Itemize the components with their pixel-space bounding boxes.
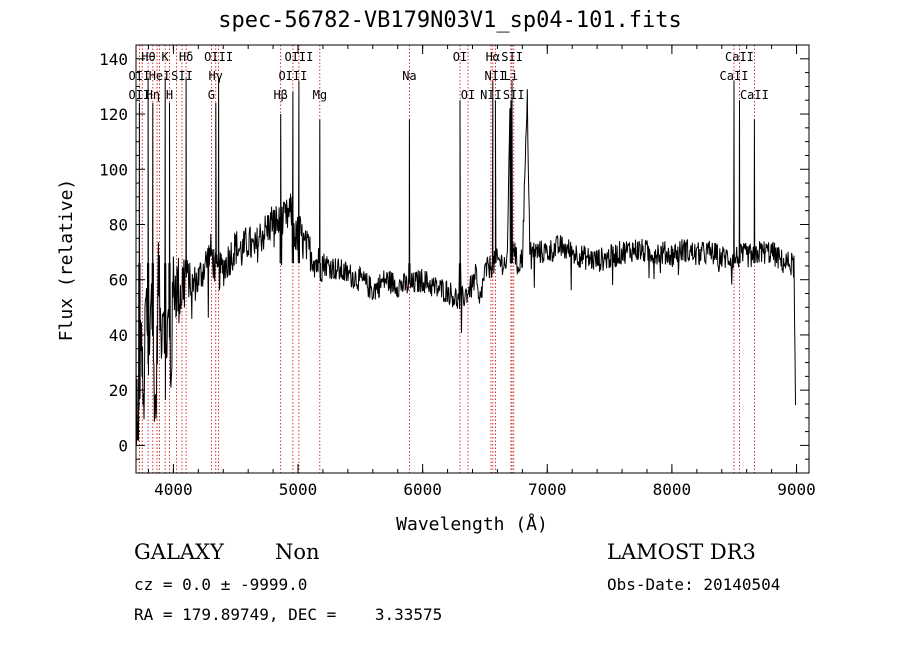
x-tick-label-3: 7000 (528, 480, 567, 499)
line-label-25: SII (503, 88, 525, 102)
line-label-8: CaII (725, 50, 754, 64)
line-label-23: OI (461, 88, 475, 102)
plot-frame (135, 44, 810, 474)
obs-date-line: Obs-Date: 20140504 (607, 575, 781, 594)
x-axis-label: Wavelength (Å) (396, 513, 548, 535)
line-label-24: NII (480, 88, 502, 102)
y-tick-label-2: 40 (109, 326, 128, 345)
line-label-3: OIII (204, 50, 233, 64)
y-tick-label-3: 60 (109, 271, 128, 290)
y-axis-label: Flux (relative) (56, 179, 77, 342)
x-tick-label-4: 8000 (653, 480, 692, 499)
line-label-14: Na (402, 69, 416, 83)
line-label-16: CaII (720, 69, 749, 83)
line-label-12: Hγ (209, 69, 223, 83)
line-label-21: Hβ (273, 88, 287, 102)
radec-line: RA = 179.89749, DEC = 3.33575 (134, 605, 443, 624)
line-label-6: Hα (486, 50, 500, 64)
line-label-20: G (208, 88, 215, 102)
y-tick-label-6: 120 (99, 105, 128, 124)
line-label-7: SII (501, 50, 523, 64)
line-label-18: Hη (146, 88, 160, 102)
line-label-0: Hθ (141, 50, 155, 64)
y-tick-label-5: 100 (99, 160, 128, 179)
x-tick-label-1: 5000 (279, 480, 318, 499)
y-tick-label-4: 80 (109, 215, 128, 234)
x-tick-label-2: 6000 (403, 480, 442, 499)
line-label-22: Mg (313, 88, 327, 102)
line-label-2: Hδ (179, 50, 193, 64)
line-label-27: CaII (740, 88, 769, 102)
y-tick-label-7: 140 (99, 50, 128, 69)
axis-layer: 4000 5000 6000 7000 8000 9000 0 20 40 60 80 100 120 1… (99, 45, 816, 499)
redshift-line: cz = 0.0 ± -9999.0 (134, 575, 308, 594)
y-tick-label-0: 0 (118, 436, 128, 455)
line-label-11: SII (171, 69, 193, 83)
y-tick-label-1: 20 (109, 381, 128, 400)
object-subclass: Non (275, 540, 320, 564)
line-label-15: NII (484, 69, 506, 83)
x-tick-label-0: 4000 (154, 480, 193, 499)
line-label-19: H (166, 88, 173, 102)
line-label-5: OI (453, 50, 467, 64)
line-label-17: OII (129, 88, 151, 102)
line-label-1: K (162, 50, 170, 64)
spectrum-series-line (135, 78, 796, 446)
survey-name: LAMOST DR3 (607, 540, 756, 564)
object-class: GALAXY (134, 540, 224, 564)
line-label-4: OIII (284, 50, 313, 64)
line-label-13: OIII (278, 69, 307, 83)
chart-title: spec-56782-VB179N03V1_sp04-101.fits (218, 8, 682, 33)
line-label-26: Li (504, 69, 518, 83)
line-label-9: OII (129, 69, 151, 83)
x-tick-label-5: 9000 (777, 480, 816, 499)
line-label-10: HeI (149, 69, 171, 83)
